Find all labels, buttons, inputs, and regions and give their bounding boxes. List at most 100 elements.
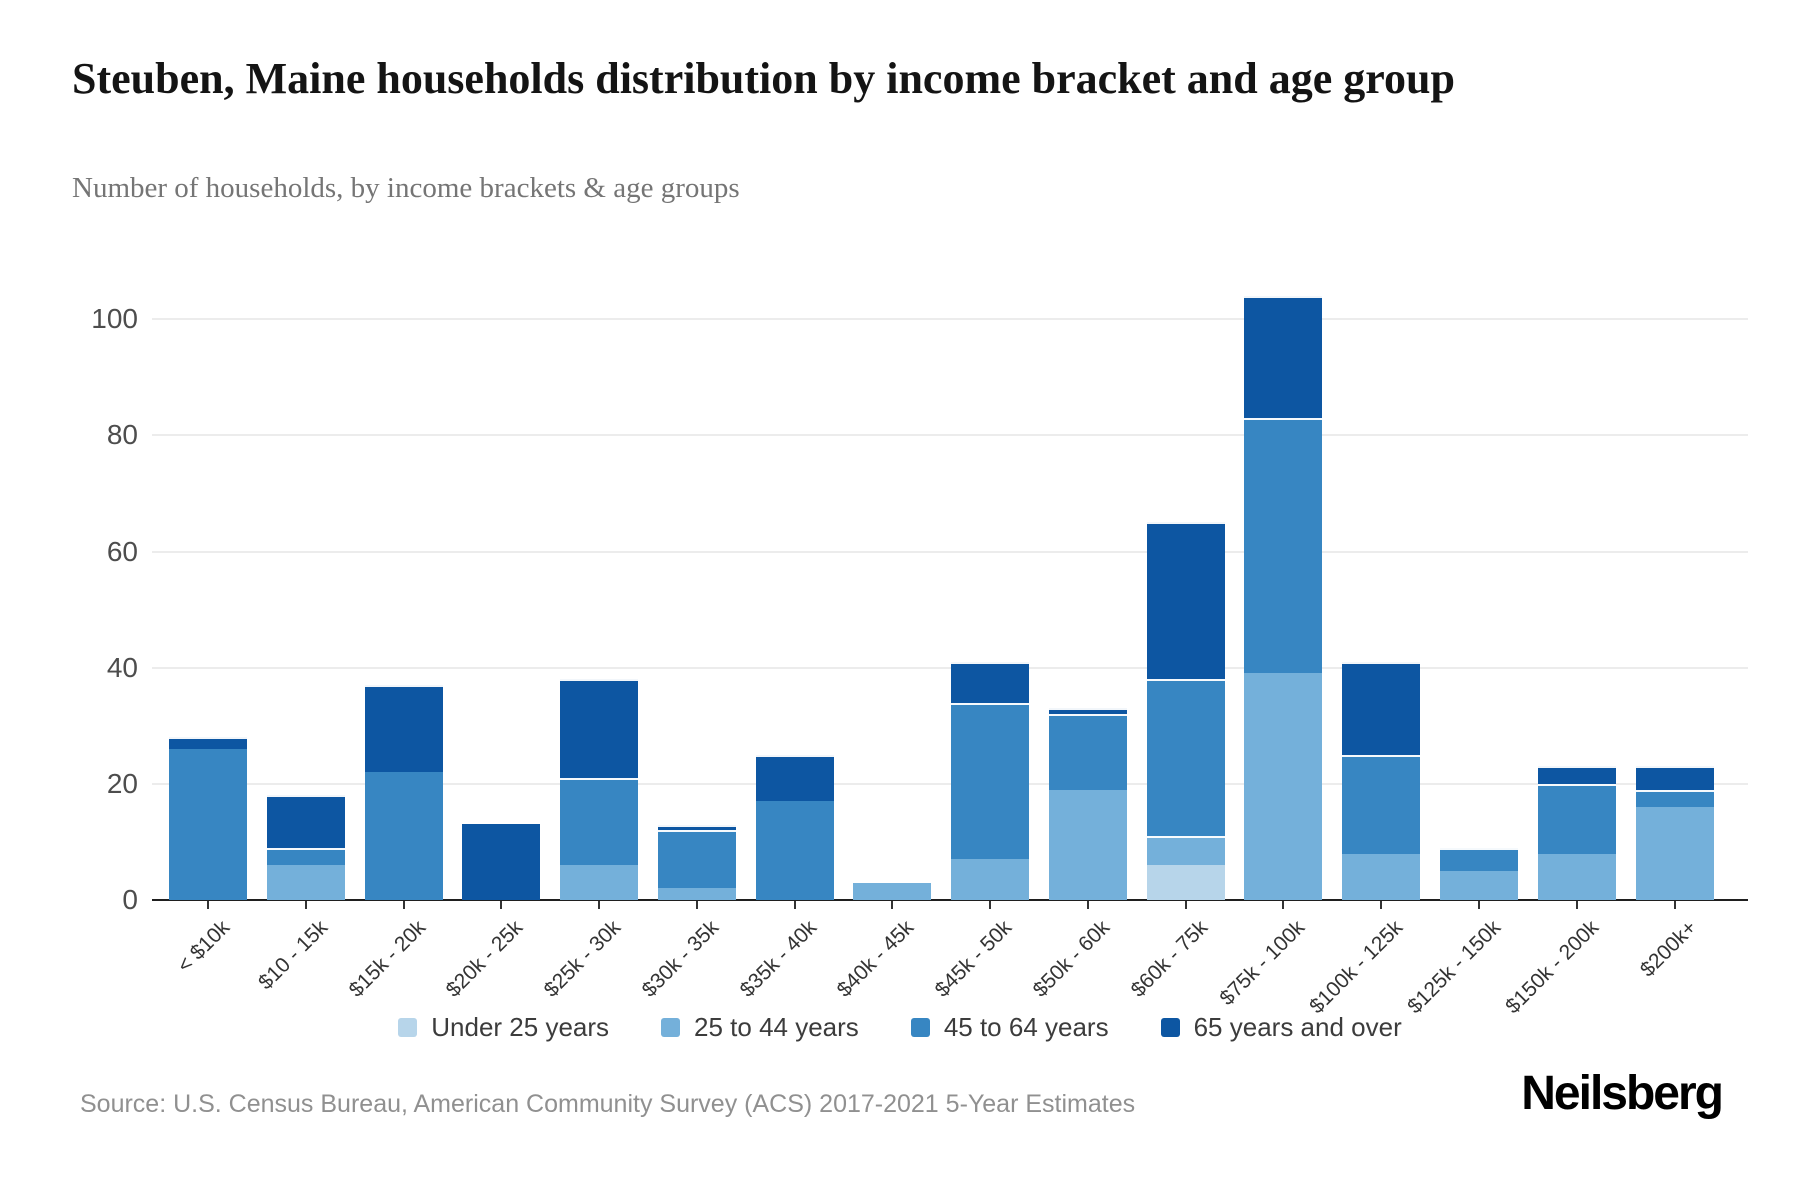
x-tick-label-$200k+: $200k+	[1635, 916, 1701, 982]
bar-segment-65 years and over	[1244, 295, 1323, 418]
gridline-20	[152, 782, 1748, 785]
bar-segment-45 to 64 years	[755, 801, 834, 900]
x-tick-label-$20k - 25k: $20k - 25k	[441, 916, 528, 1002]
bar-segment-65 years and over	[951, 661, 1030, 703]
bar-segment-45 to 64 years	[1048, 714, 1127, 790]
bar-$75k - 100k	[1244, 295, 1323, 900]
legend-label-45-to-64: 45 to 64 years	[943, 1012, 1109, 1042]
x-tick-mark	[793, 901, 796, 909]
x-tick-mark	[1184, 901, 1187, 909]
legend-label-under-25: Under 25 years	[431, 1012, 610, 1042]
bar-segment-45 to 64 years	[1537, 783, 1616, 854]
legend-swatch-65-and-over	[1160, 1018, 1180, 1037]
x-tick-mark	[1086, 901, 1089, 909]
bar-segment-45 to 64 years	[951, 702, 1030, 860]
x-tick-label-$25k - 30k: $25k - 30k	[539, 916, 626, 1002]
bar-segment-65 years and over	[560, 679, 639, 779]
bar-segment-Under 25 years	[1146, 865, 1225, 900]
bar-segment-65 years and over	[657, 824, 736, 831]
legend-label-25-to-44: 25 to 44 years	[694, 1012, 859, 1042]
bar-segment-65 years and over	[1146, 522, 1225, 680]
bar-segment-45 to 64 years	[1342, 754, 1421, 854]
chart-subtitle: Number of households, by income brackets…	[72, 172, 740, 204]
bar-$10 - 15k	[266, 795, 345, 900]
bar-segment-25 to 44 years	[560, 865, 639, 900]
source-attribution: Source: U.S. Census Bureau, American Com…	[80, 1090, 1136, 1118]
legend-item-25-to-44[interactable]: 25 to 44 years	[661, 1012, 859, 1043]
bar-segment-65 years and over	[169, 737, 247, 749]
bar-$25k - 30k	[560, 679, 639, 900]
x-tick-mark	[402, 901, 405, 909]
bar-segment-65 years and over	[755, 754, 834, 802]
bar-$150k - 200k	[1537, 766, 1616, 900]
bar-segment-45 to 64 years	[560, 778, 639, 866]
x-tick-mark	[207, 901, 209, 909]
bar-segment-25 to 44 years	[1146, 836, 1225, 866]
bar-$15k - 20k	[364, 685, 443, 900]
legend: Under 25 years 25 to 44 years 45 to 64 y…	[0, 1012, 1800, 1043]
gridline-80	[152, 434, 1748, 437]
bar-segment-25 to 44 years	[1537, 853, 1616, 900]
x-tick-mark	[500, 901, 503, 909]
bar-segment-25 to 44 years	[1342, 853, 1421, 900]
bar-segment-65 years and over	[364, 685, 443, 773]
x-tick-mark	[598, 901, 601, 909]
bar-segment-65 years and over	[1048, 708, 1127, 715]
x-tick-mark	[304, 901, 307, 909]
bar-segment-25 to 44 years	[1440, 870, 1518, 900]
bar-$30k - 35k	[657, 824, 736, 900]
x-tick-label-$40k - 45k: $40k - 45k	[833, 916, 919, 1002]
x-tick-mark	[1282, 901, 1285, 909]
bar-$35k - 40k	[755, 754, 834, 900]
gridline-100	[152, 318, 1748, 321]
bar-segment-25 to 44 years	[951, 859, 1030, 900]
legend-label-65-and-over: 65 years and over	[1193, 1012, 1402, 1042]
x-tick-label-< $10k: < $10k	[172, 916, 235, 978]
x-tick-mark	[695, 901, 698, 909]
bar-segment-25 to 44 years	[1048, 789, 1127, 900]
bar-segment-45 to 64 years	[1440, 847, 1518, 871]
bar-segment-45 to 64 years	[266, 847, 345, 866]
bar-segment-45 to 64 years	[657, 830, 736, 889]
x-tick-label-$125k - 150k: $125k - 150k	[1403, 916, 1506, 1019]
bar-$200k+	[1635, 766, 1714, 900]
legend-swatch-under-25	[398, 1018, 418, 1037]
bar-segment-25 to 44 years	[1244, 673, 1323, 900]
y-tick-label-80: 80	[106, 419, 138, 451]
x-tick-label-$45k - 50k: $45k - 50k	[930, 916, 1017, 1002]
x-tick-mark	[1478, 901, 1480, 909]
x-axis-line	[152, 899, 1748, 901]
x-tick-label-$30k - 35k: $30k - 35k	[637, 916, 724, 1002]
legend-item-45-to-64[interactable]: 45 to 64 years	[910, 1012, 1109, 1043]
bar-$125k - 150k	[1440, 847, 1518, 900]
x-tick-label-$60k - 75k: $60k - 75k	[1126, 916, 1212, 1002]
x-tick-label-$35k - 40k: $35k - 40k	[735, 916, 821, 1002]
bar-$20k - 25k	[462, 824, 541, 900]
bar-segment-45 to 64 years	[169, 748, 247, 900]
bar-segment-65 years and over	[1342, 661, 1421, 755]
bar-segment-65 years and over	[1635, 766, 1714, 790]
bar-segment-25 to 44 years	[853, 882, 932, 900]
y-tick-label-60: 60	[106, 535, 138, 567]
x-tick-mark	[1380, 901, 1383, 909]
bar-segment-65 years and over	[266, 795, 345, 848]
x-tick-label-$75k - 100k: $75k - 100k	[1215, 916, 1310, 1010]
bar-segment-45 to 64 years	[1244, 417, 1323, 674]
x-tick-label-$150k - 200k: $150k - 200k	[1500, 916, 1604, 1019]
x-tick-label-$50k - 60k: $50k - 60k	[1028, 916, 1115, 1002]
legend-swatch-25-to-44	[661, 1018, 681, 1037]
bar-< $10k	[169, 737, 247, 900]
bar-segment-25 to 44 years	[1635, 807, 1714, 900]
bar-$45k - 50k	[951, 661, 1030, 900]
bar-segment-45 to 64 years	[364, 772, 443, 900]
legend-swatch-45-to-64	[910, 1018, 930, 1037]
x-tick-mark	[1575, 901, 1578, 909]
bar-segment-65 years and over	[1537, 766, 1616, 784]
legend-item-65-and-over[interactable]: 65 years and over	[1160, 1012, 1402, 1043]
x-tick-mark	[1673, 901, 1676, 909]
legend-item-under-25[interactable]: Under 25 years	[398, 1012, 609, 1043]
x-tick-mark	[989, 901, 992, 909]
bar-segment-45 to 64 years	[1146, 679, 1225, 837]
